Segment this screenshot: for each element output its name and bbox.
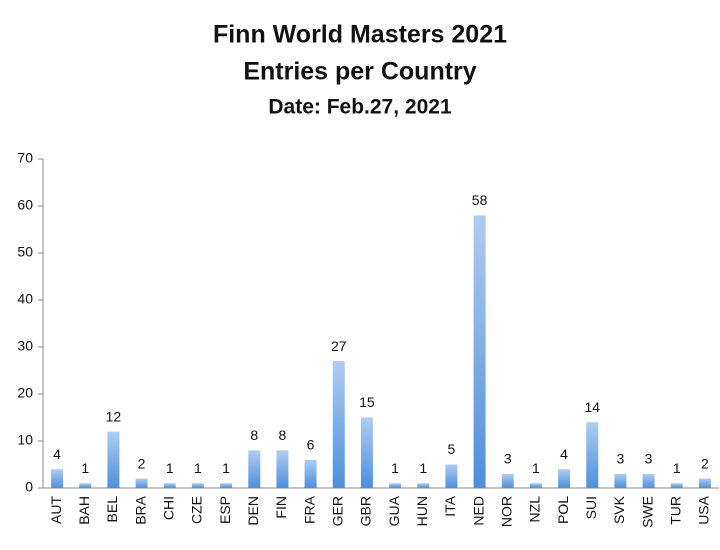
bar bbox=[529, 483, 542, 488]
bar bbox=[248, 450, 261, 488]
data-label: 1 bbox=[532, 460, 540, 476]
data-label: 1 bbox=[419, 460, 427, 476]
x-tick-label: HUN bbox=[414, 496, 430, 526]
bar bbox=[389, 483, 402, 488]
chart-subtitle: Entries per Country bbox=[243, 58, 476, 86]
data-label: 6 bbox=[307, 437, 315, 453]
data-label: 14 bbox=[584, 399, 600, 415]
data-label: 3 bbox=[504, 451, 512, 467]
x-tick-label: NZL bbox=[527, 496, 543, 523]
chart-title: Finn World Masters 2021 bbox=[213, 21, 507, 49]
bar bbox=[445, 464, 458, 488]
data-label: 1 bbox=[166, 460, 174, 476]
x-tick-label: GER bbox=[329, 496, 345, 526]
x-tick-label: SUI bbox=[583, 496, 599, 519]
bar bbox=[614, 473, 627, 488]
x-tick-label: SVK bbox=[611, 495, 627, 524]
bar bbox=[276, 450, 289, 488]
bar bbox=[473, 215, 486, 488]
data-label: 1 bbox=[222, 460, 230, 476]
bar bbox=[79, 483, 92, 488]
bar bbox=[417, 483, 430, 488]
x-tick-label: AUT bbox=[48, 496, 64, 524]
y-tick-label: 30 bbox=[17, 338, 33, 354]
x-tick-label: POL bbox=[555, 496, 571, 524]
y-tick-label: 0 bbox=[25, 479, 33, 495]
x-tick-label: BRA bbox=[132, 495, 148, 524]
x-tick-label: NED bbox=[470, 496, 486, 526]
data-label: 1 bbox=[81, 460, 89, 476]
x-tick-label: USA bbox=[696, 495, 712, 524]
bar bbox=[698, 478, 711, 488]
data-label: 8 bbox=[250, 427, 258, 443]
data-label: 4 bbox=[560, 446, 568, 462]
y-tick-label: 60 bbox=[17, 197, 33, 213]
y-tick-label: 50 bbox=[17, 244, 33, 260]
bar bbox=[558, 469, 571, 488]
bar bbox=[107, 431, 120, 488]
bar bbox=[501, 473, 514, 488]
x-tick-label: SWE bbox=[639, 496, 655, 528]
bar bbox=[220, 483, 233, 488]
y-tick-label: 40 bbox=[17, 291, 33, 307]
data-label: 1 bbox=[194, 460, 202, 476]
data-label: 8 bbox=[279, 427, 287, 443]
data-label: 27 bbox=[331, 338, 347, 354]
x-tick-label: NOR bbox=[498, 496, 514, 527]
data-label: 12 bbox=[106, 408, 122, 424]
data-label: 58 bbox=[472, 192, 488, 208]
chart-annotation: Date: Feb.27, 2021 bbox=[268, 96, 452, 119]
data-label: 2 bbox=[138, 455, 146, 471]
bar bbox=[670, 483, 683, 488]
bar bbox=[135, 478, 148, 488]
bar bbox=[163, 483, 176, 488]
bar bbox=[51, 469, 64, 488]
x-tick-label: GUA bbox=[386, 495, 402, 526]
x-tick-label: GBR bbox=[358, 496, 374, 526]
bar bbox=[360, 417, 373, 488]
bar bbox=[586, 422, 599, 488]
y-tick-label: 20 bbox=[17, 385, 33, 401]
data-label: 4 bbox=[53, 446, 61, 462]
x-tick-label: FIN bbox=[273, 496, 289, 519]
x-tick-label: CZE bbox=[189, 496, 205, 524]
bar bbox=[332, 361, 345, 488]
data-label: 1 bbox=[673, 460, 681, 476]
x-tick-label: ITA bbox=[442, 495, 458, 516]
x-tick-label: TUR bbox=[667, 496, 683, 525]
x-tick-label: CHI bbox=[160, 496, 176, 520]
bar bbox=[642, 473, 655, 488]
x-tick-label: FRA bbox=[301, 495, 317, 524]
bar bbox=[304, 459, 317, 488]
data-label: 5 bbox=[448, 441, 456, 457]
y-tick-label: 10 bbox=[17, 432, 33, 448]
x-tick-label: ESP bbox=[217, 496, 233, 524]
x-tick-label: DEN bbox=[245, 496, 261, 526]
data-label: 3 bbox=[617, 451, 625, 467]
x-tick-label: BEL bbox=[104, 496, 120, 523]
y-tick-label: 70 bbox=[17, 150, 33, 166]
data-label: 3 bbox=[645, 451, 653, 467]
x-tick-label: BAH bbox=[76, 496, 92, 525]
data-label: 15 bbox=[359, 394, 375, 410]
data-label: 2 bbox=[701, 455, 709, 471]
data-label: 1 bbox=[391, 460, 399, 476]
bar bbox=[191, 483, 204, 488]
